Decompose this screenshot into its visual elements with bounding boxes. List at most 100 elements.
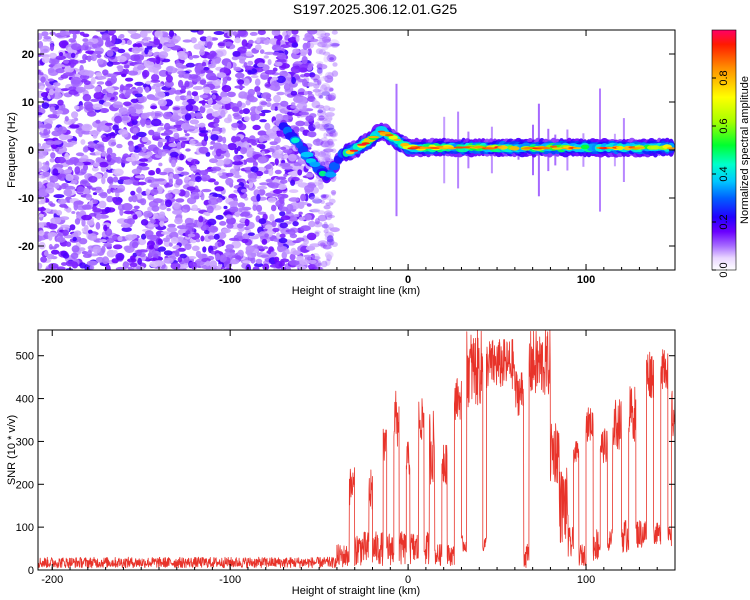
heatmap-noise-cell <box>58 52 64 57</box>
heatmap-noise-cell <box>191 91 198 97</box>
heatmap-noise-cell <box>213 233 220 240</box>
heatmap-noise-cell <box>322 244 332 250</box>
heatmap-noise-cell <box>187 256 197 260</box>
heatmap-noise-cell <box>325 202 334 206</box>
heatmap-noise-cell <box>172 173 180 180</box>
heatmap-noise-cell <box>148 248 156 257</box>
heatmap-noise-cell <box>244 65 253 71</box>
heatmap-noise-cell <box>200 192 205 201</box>
heatmap-noise-cell <box>86 219 95 226</box>
heatmap-noise-cell <box>257 185 268 190</box>
heatmap-noise-cell <box>143 42 154 47</box>
heatmap-noise-cell <box>68 89 79 95</box>
heatmap-noise-cell <box>207 218 217 226</box>
heatmap-noise-cell <box>268 38 279 45</box>
heatmap-noise-cell <box>264 51 275 55</box>
heatmap-noise-cell <box>49 203 56 207</box>
heatmap-noise-cell <box>324 75 334 83</box>
heatmap-noise-cell <box>202 212 210 216</box>
heatmap-noise-cell <box>65 207 72 213</box>
heatmap-noise-cell <box>137 65 145 71</box>
heatmap-noise-cell <box>226 223 234 229</box>
heatmap-noise-cell <box>61 103 66 111</box>
heatmap-noise-cell <box>231 106 240 112</box>
heatmap-noise-cell <box>203 66 210 71</box>
heatmap-noise-cell <box>82 146 89 153</box>
heatmap-noise-cell <box>271 76 279 81</box>
heatmap-noise-cell <box>247 39 254 45</box>
heatmap-noise-cell <box>141 136 149 143</box>
heatmap-noise-cell <box>198 216 204 223</box>
heatmap-noise-cell <box>256 143 263 148</box>
heatmap-noise-cell <box>317 179 323 185</box>
heatmap-noise-cell <box>280 258 290 263</box>
heatmap-noise-cell <box>57 126 68 134</box>
heatmap-noise-cell <box>210 140 216 145</box>
heatmap-noise-cell <box>40 92 49 98</box>
heatmap-noise-cell <box>40 256 47 263</box>
heatmap-noise-cell <box>229 237 239 241</box>
heatmap-noise-cell <box>98 192 108 197</box>
heatmap-noise-cell <box>237 202 246 208</box>
heatmap-noise-cell <box>235 173 240 179</box>
heatmap-noise-cell <box>69 124 80 129</box>
heatmap-noise-cell <box>169 151 179 158</box>
heatmap-noise-cell <box>92 192 98 196</box>
heatmap-noise-cell <box>50 152 56 159</box>
heatmap-noise-cell <box>125 156 137 162</box>
heatmap-noise-cell <box>56 236 66 243</box>
heatmap-noise-cell <box>93 50 103 55</box>
heatmap-noise-cell <box>320 199 325 204</box>
heatmap-noise-cell <box>107 176 114 184</box>
colorbar-tick-label: 0.4 <box>718 166 730 181</box>
heatmap-noise-cell <box>180 171 190 176</box>
heatmap-noise-cell <box>327 214 336 219</box>
heatmap-signal-cell <box>541 147 551 150</box>
heatmap-noise-cell <box>306 232 317 241</box>
heatmap-noise-cell <box>185 104 194 112</box>
heatmap-noise-cell <box>245 157 257 163</box>
heatmap-noise-cell <box>219 221 227 226</box>
heatmap-noise-cell <box>252 204 257 211</box>
heatmap-signal-cell <box>384 134 394 137</box>
heatmap-noise-cell <box>323 38 331 43</box>
heatmap-noise-cell <box>81 219 86 227</box>
heatmap-noise-cell <box>329 130 338 138</box>
heatmap-noise-cell <box>205 260 210 267</box>
heatmap-noise-cell <box>175 120 185 125</box>
heatmap-noise-cell <box>318 115 325 121</box>
heatmap-noise-cell <box>269 264 279 268</box>
heatmap-noise-cell <box>208 198 219 205</box>
heatmap-noise-cell <box>111 37 116 44</box>
heatmap-noise-cell <box>41 31 49 37</box>
heatmap-noise-cell <box>214 186 225 192</box>
snr-panel: -200 -100 0 100 0 100 200 300 400 500 Height of … <box>6 329 676 597</box>
heatmap-noise-cell <box>198 122 206 128</box>
heatmap-noise-cell <box>60 88 70 92</box>
heatmap-noise-cell <box>213 117 220 124</box>
heatmap-noise-cell <box>172 209 183 215</box>
heatmap-noise-cell <box>282 31 287 37</box>
heatmap-noise-cell <box>136 187 142 193</box>
heatmap-noise-cell <box>188 180 195 186</box>
heatmap-noise-cell <box>172 115 182 120</box>
heatmap-noise-cell <box>158 138 168 143</box>
heatmap-noise-cell <box>136 210 142 218</box>
heatmap-noise-cell <box>132 214 138 220</box>
heatmap-noise-cell <box>126 39 132 46</box>
heatmap-noise-cell <box>208 225 219 233</box>
heatmap-noise-cell <box>95 222 101 230</box>
heatmap-noise-cell <box>121 116 130 121</box>
heatmap-noise-cell <box>316 80 321 85</box>
colorbar-ticks: 0.0 0.2 0.4 0.6 0.8 <box>712 70 730 278</box>
heatmap-noise-cell <box>307 264 316 269</box>
heatmap-noise-cell <box>299 111 309 116</box>
heatmap-noise-cell <box>38 104 42 108</box>
heatmap-noise-cell <box>266 102 272 108</box>
heatmap-noise-cell <box>92 208 102 213</box>
heatmap-noise-cell <box>307 131 317 138</box>
heatmap-noise-cell <box>317 214 328 222</box>
heatmap-noise-cell <box>228 201 239 206</box>
x-tick-label: -100 <box>219 574 241 586</box>
heatmap-noise-cell <box>323 205 331 210</box>
